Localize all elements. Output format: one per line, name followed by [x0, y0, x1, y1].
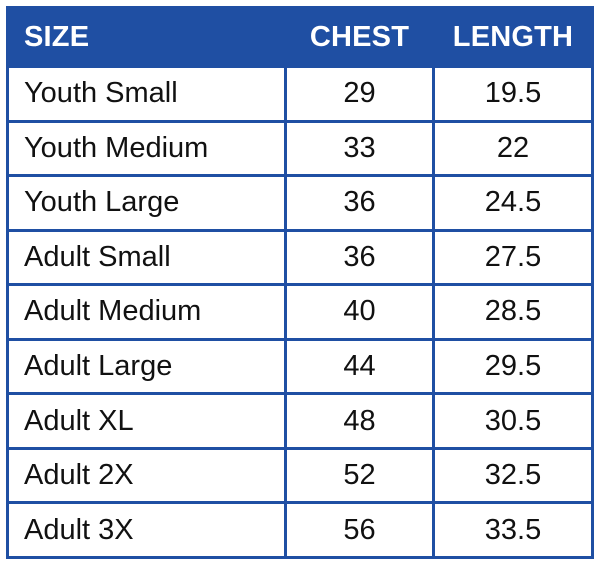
size-cell: Youth Medium: [6, 119, 287, 178]
chest-cell: 52: [284, 446, 435, 505]
size-chart: SIZE CHEST LENGTH Youth Small 29 19.5 Yo…: [6, 6, 594, 559]
chest-cell: 33: [284, 119, 435, 178]
chest-cell: 44: [284, 337, 435, 396]
size-chart-table: SIZE CHEST LENGTH Youth Small 29 19.5 Yo…: [6, 6, 594, 559]
length-cell: 33.5: [432, 501, 594, 559]
table-row: Adult Small 36 27.5: [6, 228, 594, 287]
table-row: Adult Medium 40 28.5: [6, 283, 594, 341]
chest-cell: 36: [284, 228, 435, 287]
size-cell: Youth Small: [6, 65, 287, 123]
length-cell: 19.5: [432, 65, 594, 123]
size-cell: Adult 3X: [6, 501, 287, 559]
length-cell: 22: [432, 119, 594, 178]
table-row: Youth Large 36 24.5: [6, 174, 594, 232]
table-header: SIZE CHEST LENGTH: [6, 6, 594, 68]
table-row: Youth Medium 33 22: [6, 119, 594, 178]
size-cell: Adult 2X: [6, 446, 287, 505]
chest-cell: 48: [284, 392, 435, 450]
size-cell: Adult Medium: [6, 283, 287, 341]
table-row: Adult 2X 52 32.5: [6, 446, 594, 505]
header-row: SIZE CHEST LENGTH: [6, 6, 594, 68]
table-body: Youth Small 29 19.5 Youth Medium 33 22 Y…: [6, 65, 594, 559]
length-cell: 30.5: [432, 392, 594, 450]
size-cell: Youth Large: [6, 174, 287, 232]
header-length: LENGTH: [432, 6, 594, 68]
table-row: Adult XL 48 30.5: [6, 392, 594, 450]
size-cell: Adult XL: [6, 392, 287, 450]
table-row: Adult Large 44 29.5: [6, 337, 594, 396]
chest-cell: 36: [284, 174, 435, 232]
chest-cell: 40: [284, 283, 435, 341]
header-chest: CHEST: [284, 6, 435, 68]
length-cell: 28.5: [432, 283, 594, 341]
header-size: SIZE: [6, 6, 287, 68]
table-row: Youth Small 29 19.5: [6, 65, 594, 123]
length-cell: 32.5: [432, 446, 594, 505]
size-cell: Adult Large: [6, 337, 287, 396]
table-row: Adult 3X 56 33.5: [6, 501, 594, 559]
chest-cell: 29: [284, 65, 435, 123]
length-cell: 27.5: [432, 228, 594, 287]
length-cell: 29.5: [432, 337, 594, 396]
size-cell: Adult Small: [6, 228, 287, 287]
chest-cell: 56: [284, 501, 435, 559]
length-cell: 24.5: [432, 174, 594, 232]
